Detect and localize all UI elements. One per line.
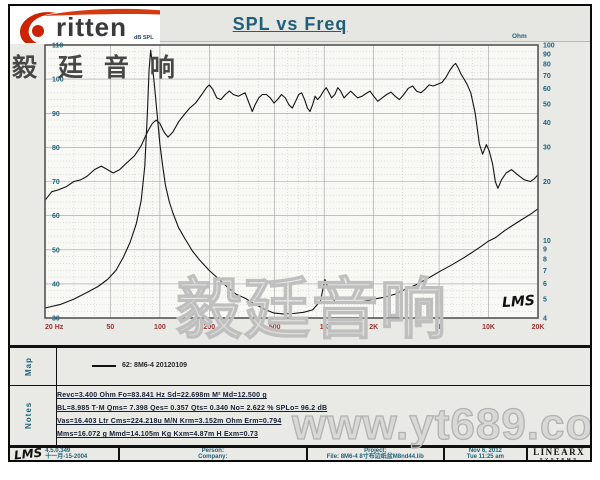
y-right-tick: 30 [543, 145, 551, 152]
y-left-tick: 110 [52, 43, 63, 50]
separator-above-statusbar [10, 445, 590, 448]
eritten-logo-swoosh-icon [20, 8, 164, 43]
spl-impedance-chart: 1101009080706050403010090807060504030201… [44, 43, 555, 332]
y-right-tick: 40 [543, 120, 551, 127]
y-right-tick: 70 [543, 73, 551, 80]
lms-plot-mark: LMS [501, 292, 536, 312]
map-strip-label: Map [24, 357, 33, 376]
y-right-tick: 8 [543, 257, 547, 264]
logo-brand-text: ritten [56, 12, 127, 42]
y-right-tick: 9 [543, 247, 547, 254]
statusbar-project-cell: Project: File: 8M6-4 8寸布边纸盆M8nd44.lib [305, 448, 443, 460]
status-bar: LMS 4.5.0.349 十一月-15-2004 Person: Compan… [10, 448, 590, 460]
status-time: Tue 11:25 am [466, 454, 504, 460]
notes-strip: Notes Revc=3.400 Ohm Fo=83.841 Hz Sd=22.… [10, 386, 590, 445]
x-tick: 200 [203, 324, 215, 331]
notes-strip-divider [56, 386, 57, 445]
x-tick: 1K [320, 324, 329, 331]
x-tick: 5K [435, 324, 444, 331]
legend-row: 62: 8M6-4 20120109 [92, 362, 187, 369]
y-right-tick: 4 [543, 316, 547, 323]
linearx-systems-label: SYSTEMS [539, 456, 579, 461]
statusbar-version-cell: LMS 4.5.0.349 十一月-15-2004 [10, 448, 118, 460]
spl-curve [44, 62, 539, 201]
statusbar-brand-cell: LINEARX SYSTEMS [526, 448, 590, 461]
logo-area: ritten [10, 6, 164, 44]
y-left-tick: 100 [52, 77, 64, 84]
legend-line-swatch [92, 364, 116, 367]
y-right-tick: 7 [543, 268, 547, 275]
x-tick: 2K [369, 324, 378, 331]
grid-minor [45, 45, 538, 318]
y-right-tick: 20 [543, 179, 551, 186]
y-right-tick: 100 [543, 43, 555, 50]
project-label: Project: [364, 448, 387, 454]
notes-line-3: Vas=16.403 Ltr Cms=224.218u M/N Krm=3.15… [57, 418, 282, 425]
statusbar-person-cell: Person: Company: [117, 448, 306, 460]
lms-app-window: 110 100 90 80 70 60 50 40 30 100 90 80 70 60 50 40 30 20 1… [8, 4, 592, 462]
page-title: SPL vs Freq [232, 14, 348, 34]
company-label: Company: [198, 454, 228, 460]
notes-line-1: Revc=3.400 Ohm Fo=83.841 Hz Sd=22.698m M… [57, 392, 267, 399]
company-cjk-watermark: 毅 廷 音 响 [12, 54, 182, 82]
x-tick: 500 [269, 324, 281, 331]
y-right-tick: 10 [543, 238, 551, 245]
y-left-tick: 90 [52, 111, 60, 118]
center-cjk-outline-watermark: 毅廷音响 [175, 271, 448, 346]
notes-line-4: Mms=16.072 g Mmd=14.105m Kg Kxm=4.87m H … [57, 431, 259, 438]
title-strip [160, 8, 590, 42]
plot-frame [44, 44, 539, 319]
y-right-tick: 50 [543, 101, 551, 108]
statusbar-date-cell: Nov 6, 2012 Tue 11:25 am [442, 448, 527, 460]
linearx-logo: LINEARX [533, 448, 586, 457]
y-left-tick: 60 [52, 213, 60, 220]
x-tick: 100 [154, 324, 166, 331]
notes-strip-label: Notes [24, 401, 33, 430]
y-right-tick: 60 [543, 86, 551, 93]
separator-above-map [10, 345, 590, 348]
map-strip: Map 62: 8M6-4 20120109 [10, 348, 590, 385]
impedance-curve [44, 49, 539, 315]
file-label: File: 8M6-4 8寸布边纸盆M8nd44.lib [326, 454, 424, 460]
person-label: Person: [201, 448, 224, 454]
y-left-tick: 40 [52, 281, 60, 288]
y-right-tick: 90 [543, 51, 551, 58]
url-outline-watermark: www.yt689.com [291, 399, 592, 449]
y-left-tick: 30 [52, 316, 60, 323]
y-left-tick: 50 [52, 247, 60, 254]
x-tick: 50 [107, 324, 115, 331]
x-tick: 20K [532, 324, 545, 331]
grid-major [45, 45, 538, 318]
left-axis-unit-label: dB SPL [134, 35, 154, 41]
notes-line-2: BL=8.985 T·M Qms= 7.398 Qes= 0.357 Qts= … [57, 405, 328, 412]
status-date: Nov 6, 2012 [468, 448, 502, 454]
separator-above-notes [10, 385, 590, 386]
y-left-tick: 80 [52, 145, 60, 152]
y-right-tick: 5 [543, 297, 547, 304]
x-tick: 20 Hz [45, 324, 64, 331]
y-right-tick: 80 [543, 61, 551, 68]
axis-tick-labels: 1101009080706050403010090807060504030201… [45, 43, 555, 332]
right-axis-unit-label: Ohm [512, 33, 527, 40]
app-version-date: 十一月-15-2004 [45, 454, 88, 460]
x-tick: 10K [482, 324, 495, 331]
y-left-tick: 70 [52, 179, 60, 186]
lms-logo: LMS [13, 448, 43, 460]
map-strip-divider [56, 348, 57, 385]
app-version: 4.5.0.349 [45, 448, 71, 455]
y-right-tick: 6 [543, 281, 547, 288]
legend-text: 62: 8M6-4 20120109 [122, 362, 187, 369]
